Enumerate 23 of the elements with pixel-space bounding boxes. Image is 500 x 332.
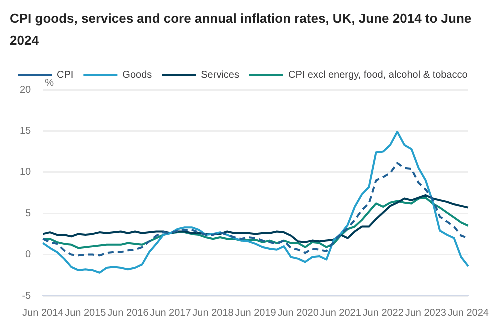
y-tick-label: 10: [20, 167, 32, 178]
x-tick-label: Jun 2016: [108, 308, 150, 319]
x-tick-label: Jun 2018: [192, 308, 234, 319]
x-tick-label: Jun 2022: [362, 308, 404, 319]
x-tick-label: Jun 2024: [448, 308, 490, 319]
x-tick-label: Jun 2021: [320, 308, 362, 319]
chart-title: CPI goods, services and core annual inflation rates, UK, June 2014 to June 2024: [10, 10, 473, 50]
legend-label: CPI excl energy, food, alcohol & tobacco: [288, 70, 468, 81]
y-tick-label: 5: [26, 208, 32, 220]
y-tick-label: -5: [22, 290, 32, 302]
y-tick-label: 20: [20, 84, 32, 96]
y-axis-title: %: [45, 78, 54, 89]
x-tick-label: Jun 2023: [405, 308, 447, 319]
x-tick-label: Jun 2015: [65, 308, 107, 319]
x-tick-label: Jun 2019: [235, 308, 277, 319]
legend-label: Goods: [122, 70, 152, 81]
x-tick-label: Jun 2020: [278, 308, 320, 319]
legend-label: Services: [201, 70, 240, 81]
y-tick-label: 15: [20, 126, 32, 137]
legend-label: CPI: [57, 70, 74, 81]
x-tick-label: Jun 2017: [150, 308, 192, 319]
x-tick-label: Jun 2014: [22, 308, 64, 319]
y-tick-label: 0: [26, 250, 32, 261]
